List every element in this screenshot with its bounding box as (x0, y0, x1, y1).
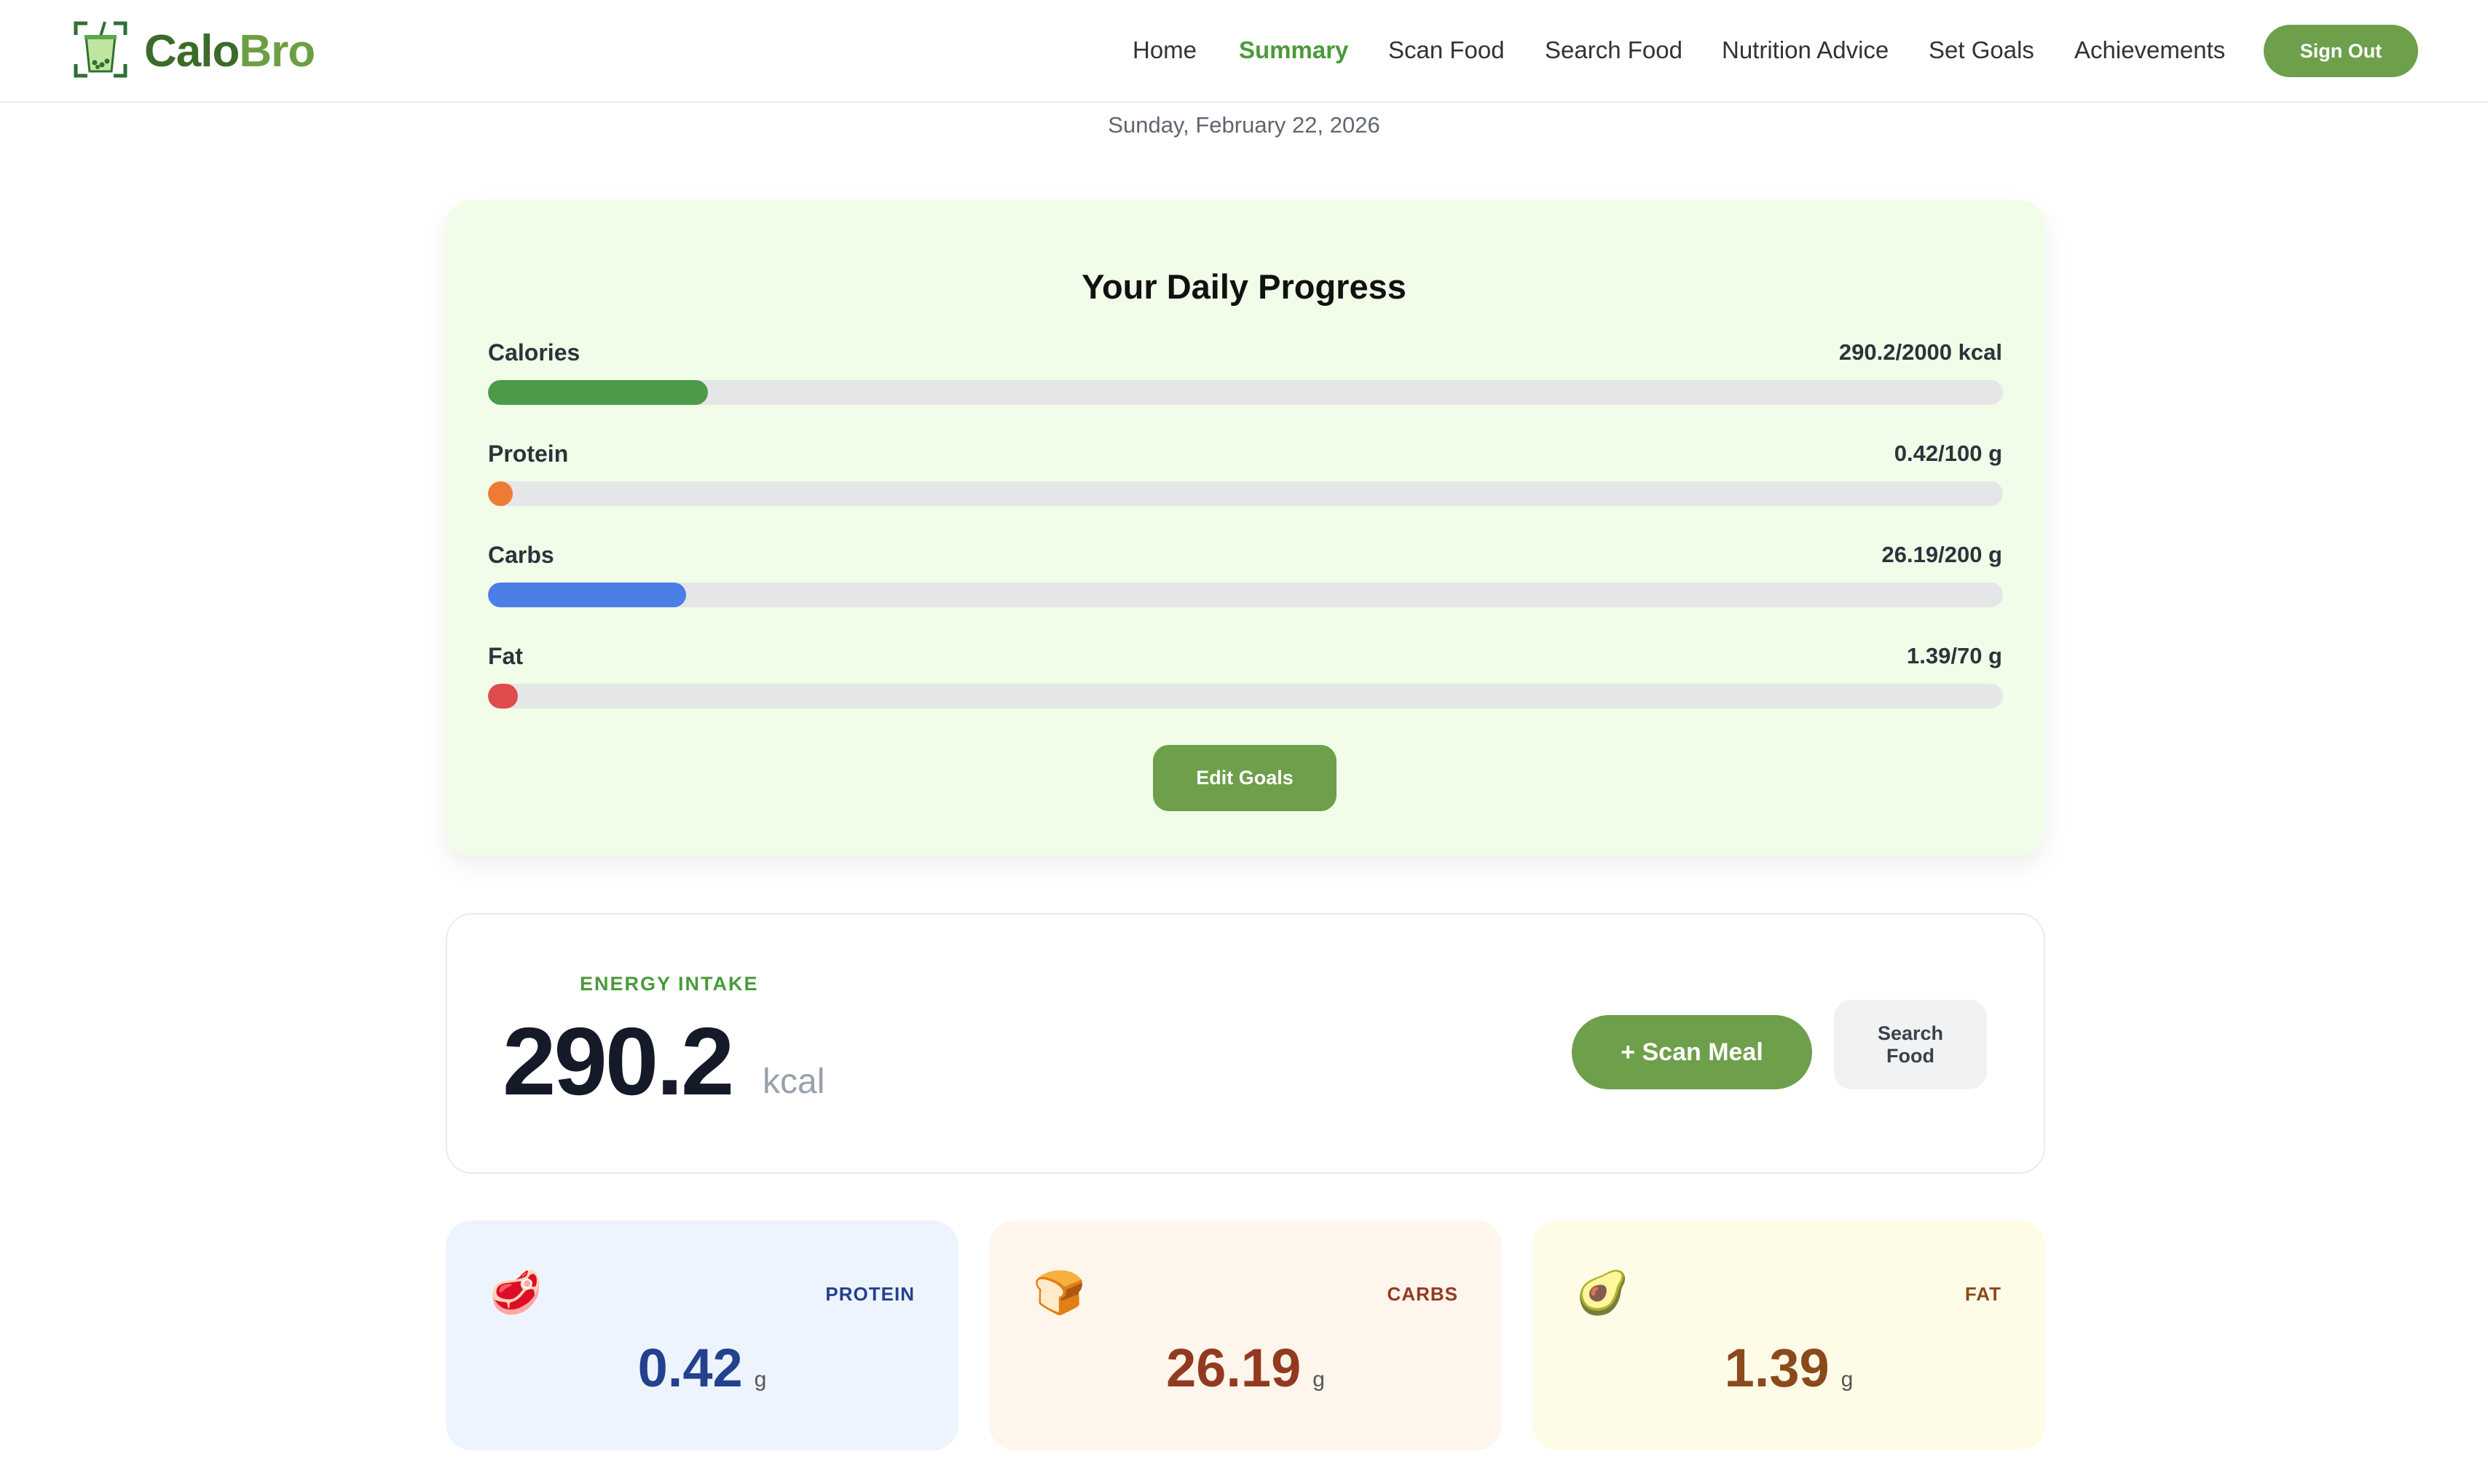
current-date: Sunday, February 22, 2026 (1108, 112, 1380, 138)
protein-card: 🥩 PROTEIN 0.42 g (446, 1220, 958, 1451)
carbs-card-label: CARBS (1387, 1283, 1458, 1305)
carbs-card: 🍞 CARBS 26.19 g (989, 1220, 1502, 1451)
search-food-button[interactable]: Search Food (1834, 1000, 1987, 1089)
fat-card-value: 1.39 (1724, 1338, 1830, 1398)
calories-progress-bar (488, 380, 2003, 405)
energy-intake-unit: kcal (763, 1062, 825, 1101)
brand-name: CaloBro (144, 25, 315, 77)
progress-title: Your Daily Progress (1082, 267, 1406, 306)
fat-progress-fill (488, 684, 519, 709)
fat-card-label: FAT (1964, 1283, 2001, 1305)
bread-icon: 🍞 (1033, 1269, 1086, 1317)
brand-name-part1: Calo (144, 25, 240, 76)
fat-card-unit: g (1841, 1367, 1854, 1392)
nav-set-goals[interactable]: Set Goals (1929, 36, 2034, 63)
protein-card-label: PROTEIN (825, 1283, 915, 1305)
nav-achievements[interactable]: Achievements (2074, 36, 2226, 63)
protein-card-value: 0.42 (637, 1338, 743, 1398)
meat-icon: 🥩 (489, 1269, 543, 1317)
carbs-card-value: 26.19 (1166, 1338, 1302, 1398)
nav-nutrition-advice[interactable]: Nutrition Advice (1722, 36, 1889, 63)
top-navbar: CaloBro Home Summary Scan Food Search Fo… (0, 0, 2488, 103)
fat-progress-bar (488, 684, 2003, 709)
calories-value: 290.2/2000 kcal (1838, 339, 2002, 365)
sign-out-button[interactable]: Sign Out (2264, 25, 2418, 77)
brand-logo[interactable]: CaloBro (73, 20, 315, 82)
carbs-progress-bar (488, 583, 2003, 607)
energy-intake-value: 290.2 (503, 1008, 734, 1115)
scan-meal-button[interactable]: + Scan Meal (1572, 1015, 1812, 1089)
nav-scan-food[interactable]: Scan Food (1388, 36, 1505, 63)
protein-progress-fill (488, 481, 513, 506)
nav-summary[interactable]: Summary (1239, 36, 1349, 63)
brand-name-part2: Bro (239, 25, 315, 76)
nav-home[interactable]: Home (1133, 36, 1197, 63)
bubble-tea-scan-icon (73, 19, 128, 84)
avocado-icon: 🥑 (1576, 1269, 1629, 1317)
energy-intake-label: ENERGY INTAKE (580, 973, 759, 995)
protein-card-unit: g (754, 1367, 767, 1392)
fat-label: Fat (488, 643, 523, 669)
carbs-progress-fill (488, 583, 687, 607)
carbs-card-unit: g (1312, 1367, 1325, 1392)
carbs-value: 26.19/200 g (1881, 542, 2002, 567)
calories-progress-fill (488, 380, 708, 405)
edit-goals-button[interactable]: Edit Goals (1153, 745, 1336, 811)
calories-label: Calories (488, 339, 580, 366)
protein-progress-bar (488, 481, 2003, 506)
protein-value: 0.42/100 g (1894, 441, 2002, 466)
nav-search-food[interactable]: Search Food (1545, 36, 1682, 63)
fat-card: 🥑 FAT 1.39 g (1532, 1220, 2045, 1451)
fat-value: 1.39/70 g (1907, 643, 2002, 668)
carbs-label: Carbs (488, 542, 554, 568)
protein-label: Protein (488, 441, 569, 467)
